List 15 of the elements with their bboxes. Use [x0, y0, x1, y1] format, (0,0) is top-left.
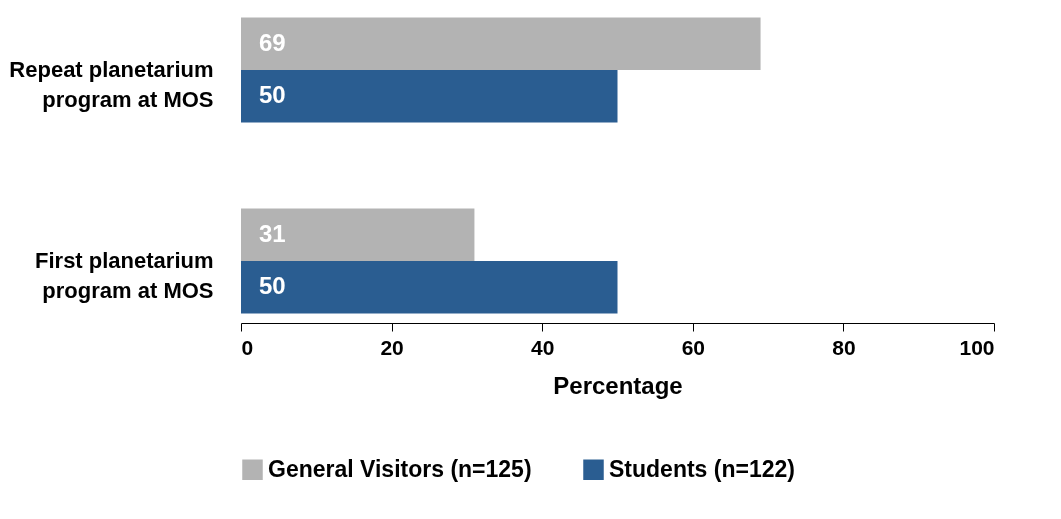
- x-axis-title: Percentage: [553, 371, 683, 399]
- data-label: 50: [259, 272, 286, 300]
- x-tick-label: 0: [241, 335, 254, 359]
- y-tick-label: First planetarium program at MOS: [35, 247, 214, 303]
- x-tick-label: 100: [959, 335, 995, 359]
- data-label: 50: [259, 81, 286, 109]
- x-tick-label: 20: [380, 335, 404, 359]
- x-tick-label: 80: [832, 335, 856, 359]
- x-tick-label: 60: [681, 335, 705, 359]
- x-tick-label: 40: [531, 335, 555, 359]
- data-label: 31: [259, 219, 286, 247]
- legend-label: General Visitors (n=125): [268, 455, 532, 482]
- data-label: 69: [259, 28, 286, 56]
- y-tick-label: Repeat planetarium program at MOS: [9, 57, 214, 113]
- legend-label: Students (n=122): [609, 455, 795, 482]
